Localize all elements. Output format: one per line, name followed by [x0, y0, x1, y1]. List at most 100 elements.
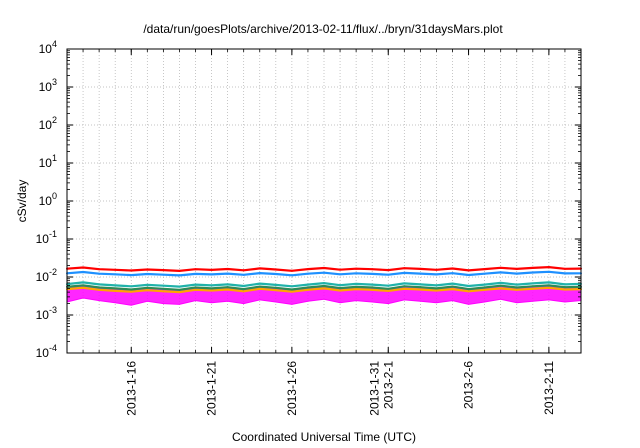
y-tick-label: 100 — [39, 191, 57, 208]
y-tick-label: 102 — [39, 115, 57, 132]
data-point — [563, 267, 566, 270]
data-point — [242, 284, 245, 287]
data-point — [98, 283, 101, 286]
y-tick-exponent: 1 — [52, 153, 57, 163]
data-point — [306, 288, 309, 291]
data-point — [114, 284, 117, 287]
data-point — [210, 284, 213, 287]
data-point — [290, 285, 293, 288]
data-point — [371, 272, 374, 275]
data-point — [499, 266, 502, 269]
y-tick-label: 10-2 — [36, 267, 57, 284]
data-point — [403, 271, 406, 274]
data-point — [162, 273, 165, 276]
data-point — [467, 288, 470, 291]
data-point — [547, 281, 550, 284]
data-point — [114, 287, 117, 290]
data-point — [467, 284, 470, 287]
data-point — [98, 286, 101, 289]
data-point — [258, 272, 261, 275]
y-tick-exponent: 0 — [52, 191, 57, 201]
data-point — [194, 288, 197, 291]
data-point — [515, 267, 518, 270]
data-point — [387, 273, 390, 276]
data-point — [339, 284, 342, 287]
data-point — [146, 286, 149, 289]
data-point — [130, 288, 133, 291]
data-point — [419, 272, 422, 275]
data-point — [194, 268, 197, 271]
data-point — [451, 285, 454, 288]
data-point — [547, 270, 550, 273]
data-point — [194, 286, 197, 289]
data-point — [162, 284, 165, 287]
data-point — [210, 273, 213, 276]
data-point — [130, 290, 133, 293]
data-point — [274, 286, 277, 289]
data-point — [226, 272, 229, 275]
data-point — [82, 271, 85, 274]
data-point — [274, 272, 277, 275]
data-point — [563, 272, 566, 275]
data-point — [435, 273, 438, 276]
data-point — [435, 287, 438, 290]
data-point — [274, 289, 277, 292]
y-tick-exponent: 3 — [52, 77, 57, 87]
chart-title: /data/run/goesPlots/archive/2013-02-11/f… — [143, 22, 503, 36]
data-point — [451, 282, 454, 285]
x-axis-label: Coordinated Universal Time (UTC) — [232, 430, 416, 444]
data-point — [387, 284, 390, 287]
y-tick-exponent: -1 — [49, 229, 57, 239]
data-point — [499, 287, 502, 290]
series-layer — [66, 266, 582, 306]
data-point — [258, 285, 261, 288]
data-point — [290, 274, 293, 277]
data-point — [306, 268, 309, 271]
data-point — [146, 268, 149, 271]
data-point — [499, 281, 502, 284]
x-axis: 2013-1-16 2013-1-21 2013-1-26 2013-1-31 2013… — [66, 49, 582, 416]
data-point — [355, 285, 358, 288]
data-point — [162, 269, 165, 272]
data-point — [435, 284, 438, 287]
y-tick-exponent: 4 — [52, 39, 57, 49]
data-point — [499, 271, 502, 274]
data-point — [483, 288, 486, 291]
data-point — [210, 289, 213, 292]
data-point — [515, 272, 518, 275]
x-tick-label: 2013-1-21 — [205, 361, 219, 416]
data-point — [290, 269, 293, 272]
series — [66, 270, 582, 277]
data-point — [387, 269, 390, 272]
data-point — [82, 266, 85, 269]
y-axis-label: cSv/day — [15, 180, 29, 223]
y-tick-exponent: -2 — [49, 267, 57, 277]
data-point — [419, 288, 422, 291]
data-point — [178, 291, 181, 294]
x-tick-label: 2013-2-1 — [381, 361, 395, 409]
data-point — [274, 283, 277, 286]
data-point — [419, 283, 422, 286]
data-point — [563, 288, 566, 291]
data-point — [403, 267, 406, 270]
data-point — [323, 282, 325, 285]
data-point — [355, 267, 358, 270]
y-tick-exponent: -4 — [49, 343, 57, 353]
data-point — [258, 267, 261, 270]
data-point — [515, 286, 518, 289]
data-point — [531, 271, 534, 274]
y-tick-label: 104 — [39, 39, 57, 56]
x-tick-label: 2013-1-16 — [124, 361, 138, 416]
y-tick-label: 101 — [39, 153, 57, 170]
y-tick-exponent: -3 — [49, 305, 57, 315]
data-point — [98, 272, 101, 275]
data-point — [178, 274, 181, 277]
data-point — [210, 287, 213, 290]
data-point — [130, 274, 133, 277]
y-tick-label: 10-3 — [36, 305, 57, 322]
data-point — [355, 272, 358, 275]
data-point — [178, 285, 181, 288]
data-point — [387, 287, 390, 290]
data-point — [130, 285, 133, 288]
